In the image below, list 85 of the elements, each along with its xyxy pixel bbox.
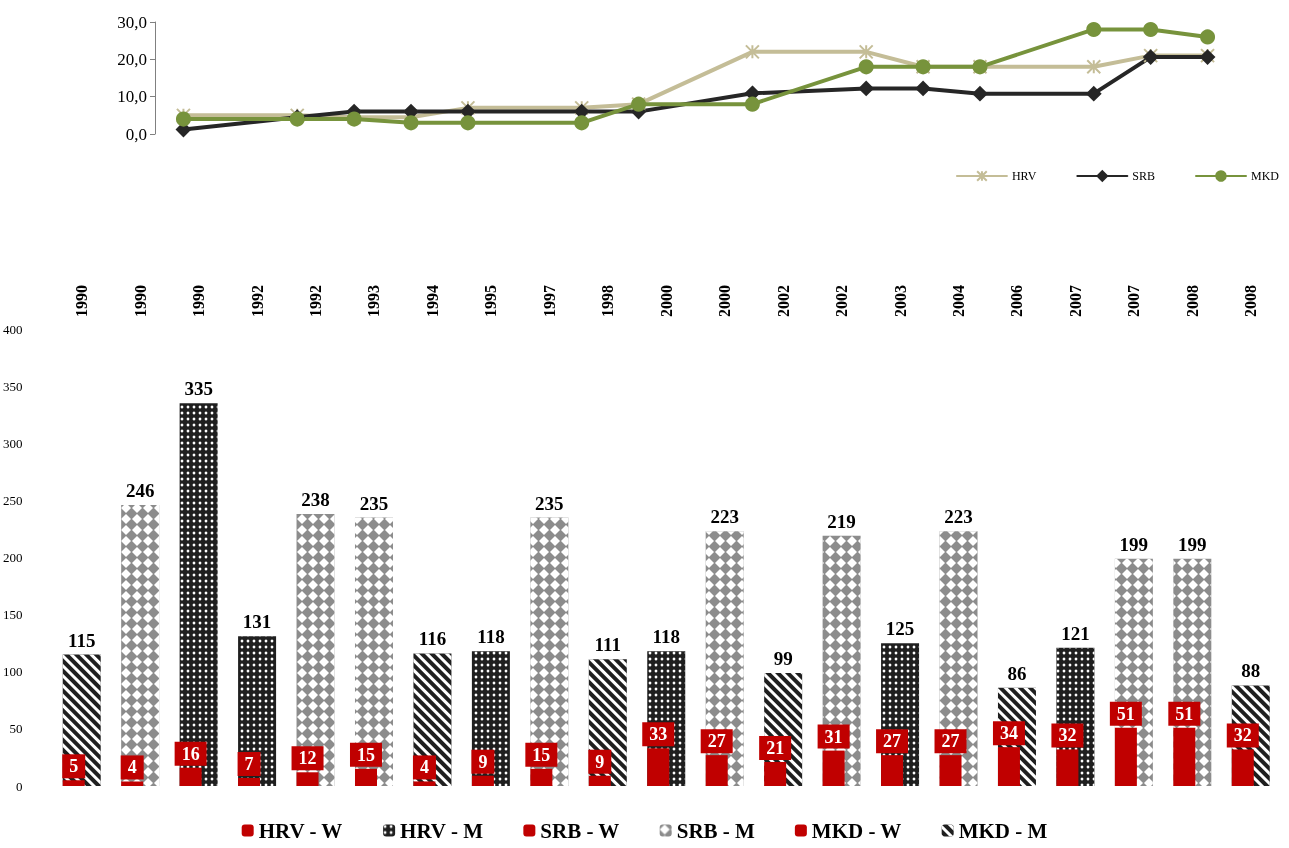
data-label: 34	[999, 723, 1018, 744]
data-label: 223	[710, 506, 739, 528]
y-tick-label: 10,0	[117, 87, 147, 107]
x-tick-label: 1993	[365, 285, 383, 317]
data-label: 27	[883, 731, 902, 752]
y-tick-label: 0	[16, 778, 23, 794]
data-label: 5	[69, 756, 79, 777]
data-label: 223	[944, 506, 973, 528]
data-label: 246	[125, 479, 155, 501]
x-tick-label: 2002	[774, 285, 792, 317]
x-tick-label: 2000	[716, 285, 734, 317]
data-label: 51	[1175, 703, 1194, 724]
x-tick-label: 1998	[599, 285, 617, 317]
y-tick-label: 300	[3, 435, 23, 451]
x-tick-label: 2008	[1242, 285, 1260, 317]
x-tick-label: 2007	[1066, 285, 1084, 317]
data-label: 118	[477, 626, 505, 648]
data-label: 15	[356, 744, 375, 765]
data-label: 21	[766, 738, 785, 759]
y-tick-label: 0,0	[125, 124, 147, 144]
x-tick-label: 1994	[423, 285, 441, 317]
legend-label: MKD - M	[958, 818, 1048, 843]
data-label: 33	[649, 724, 668, 745]
legend-label: MKD	[1251, 169, 1280, 183]
data-label: 99	[773, 647, 793, 669]
x-tick-label: 1992	[307, 285, 325, 317]
x-tick-label: 2000	[657, 285, 675, 317]
y-tick-label: 50	[9, 721, 23, 737]
x-tick-label: 2003	[891, 285, 909, 317]
x-tick-label: 1990	[190, 285, 208, 317]
data-label: 199	[1119, 533, 1149, 555]
legend-label: SRB - M	[676, 818, 756, 843]
y-tick-label: 200	[3, 550, 23, 565]
data-label: 27	[941, 731, 960, 752]
legend-label: HRV - M	[400, 818, 484, 843]
data-label: 32	[1233, 725, 1252, 746]
data-label: 88	[1241, 660, 1261, 682]
data-label: 9	[595, 751, 605, 772]
data-label: 116	[418, 628, 447, 650]
y-tick-label: 400	[3, 321, 23, 337]
x-tick-label: 1992	[248, 285, 266, 317]
y-tick-label: 150	[3, 607, 23, 623]
x-tick-label: 2004	[950, 285, 968, 317]
data-label: 121	[1061, 622, 1090, 644]
data-label: 4	[127, 757, 137, 778]
data-label: 27	[707, 731, 726, 752]
x-tick-label: 2007	[1125, 285, 1143, 317]
data-label: 115	[68, 629, 96, 651]
legend-label: SRB	[1132, 169, 1155, 183]
data-label: 125	[885, 618, 915, 640]
legend-label: HRV - W	[258, 818, 343, 843]
data-label: 131	[242, 611, 272, 633]
data-label: 238	[301, 489, 330, 511]
x-tick-label: 1990	[73, 285, 91, 317]
data-label: 111	[594, 634, 621, 656]
data-label: 199	[1178, 533, 1207, 555]
x-tick-label: 1990	[131, 285, 149, 317]
legend-label: HRV	[1011, 169, 1037, 183]
x-tick-label: 1997	[540, 285, 558, 317]
data-label: 7	[244, 754, 254, 774]
data-label: 12	[298, 748, 317, 769]
data-label: 4	[419, 757, 429, 778]
x-tick-label: 2006	[1008, 285, 1026, 317]
y-tick-label: 350	[3, 378, 23, 394]
data-label: 9	[478, 751, 488, 772]
x-tick-label: 2008	[1183, 285, 1201, 317]
data-label: 86	[1007, 662, 1027, 684]
data-label: 51	[1116, 703, 1135, 724]
data-label: 335	[184, 378, 213, 400]
legend-label: MKD - W	[811, 818, 902, 843]
legend-label: SRB - W	[540, 818, 620, 843]
y-tick-label: 30,0	[117, 12, 147, 32]
y-tick-label: 100	[3, 664, 23, 680]
data-label: 118	[652, 626, 680, 648]
y-tick-label: 250	[3, 492, 23, 508]
data-label: 16	[181, 743, 200, 764]
data-label: 31	[824, 726, 843, 747]
data-label: 235	[535, 492, 564, 514]
x-tick-label: 1995	[482, 285, 500, 317]
data-label: 32	[1058, 725, 1077, 746]
data-label: 15	[532, 744, 551, 765]
x-tick-label: 2002	[833, 285, 851, 317]
y-tick-label: 20,0	[117, 49, 147, 69]
data-label: 219	[827, 510, 856, 532]
data-label: 235	[359, 492, 389, 514]
